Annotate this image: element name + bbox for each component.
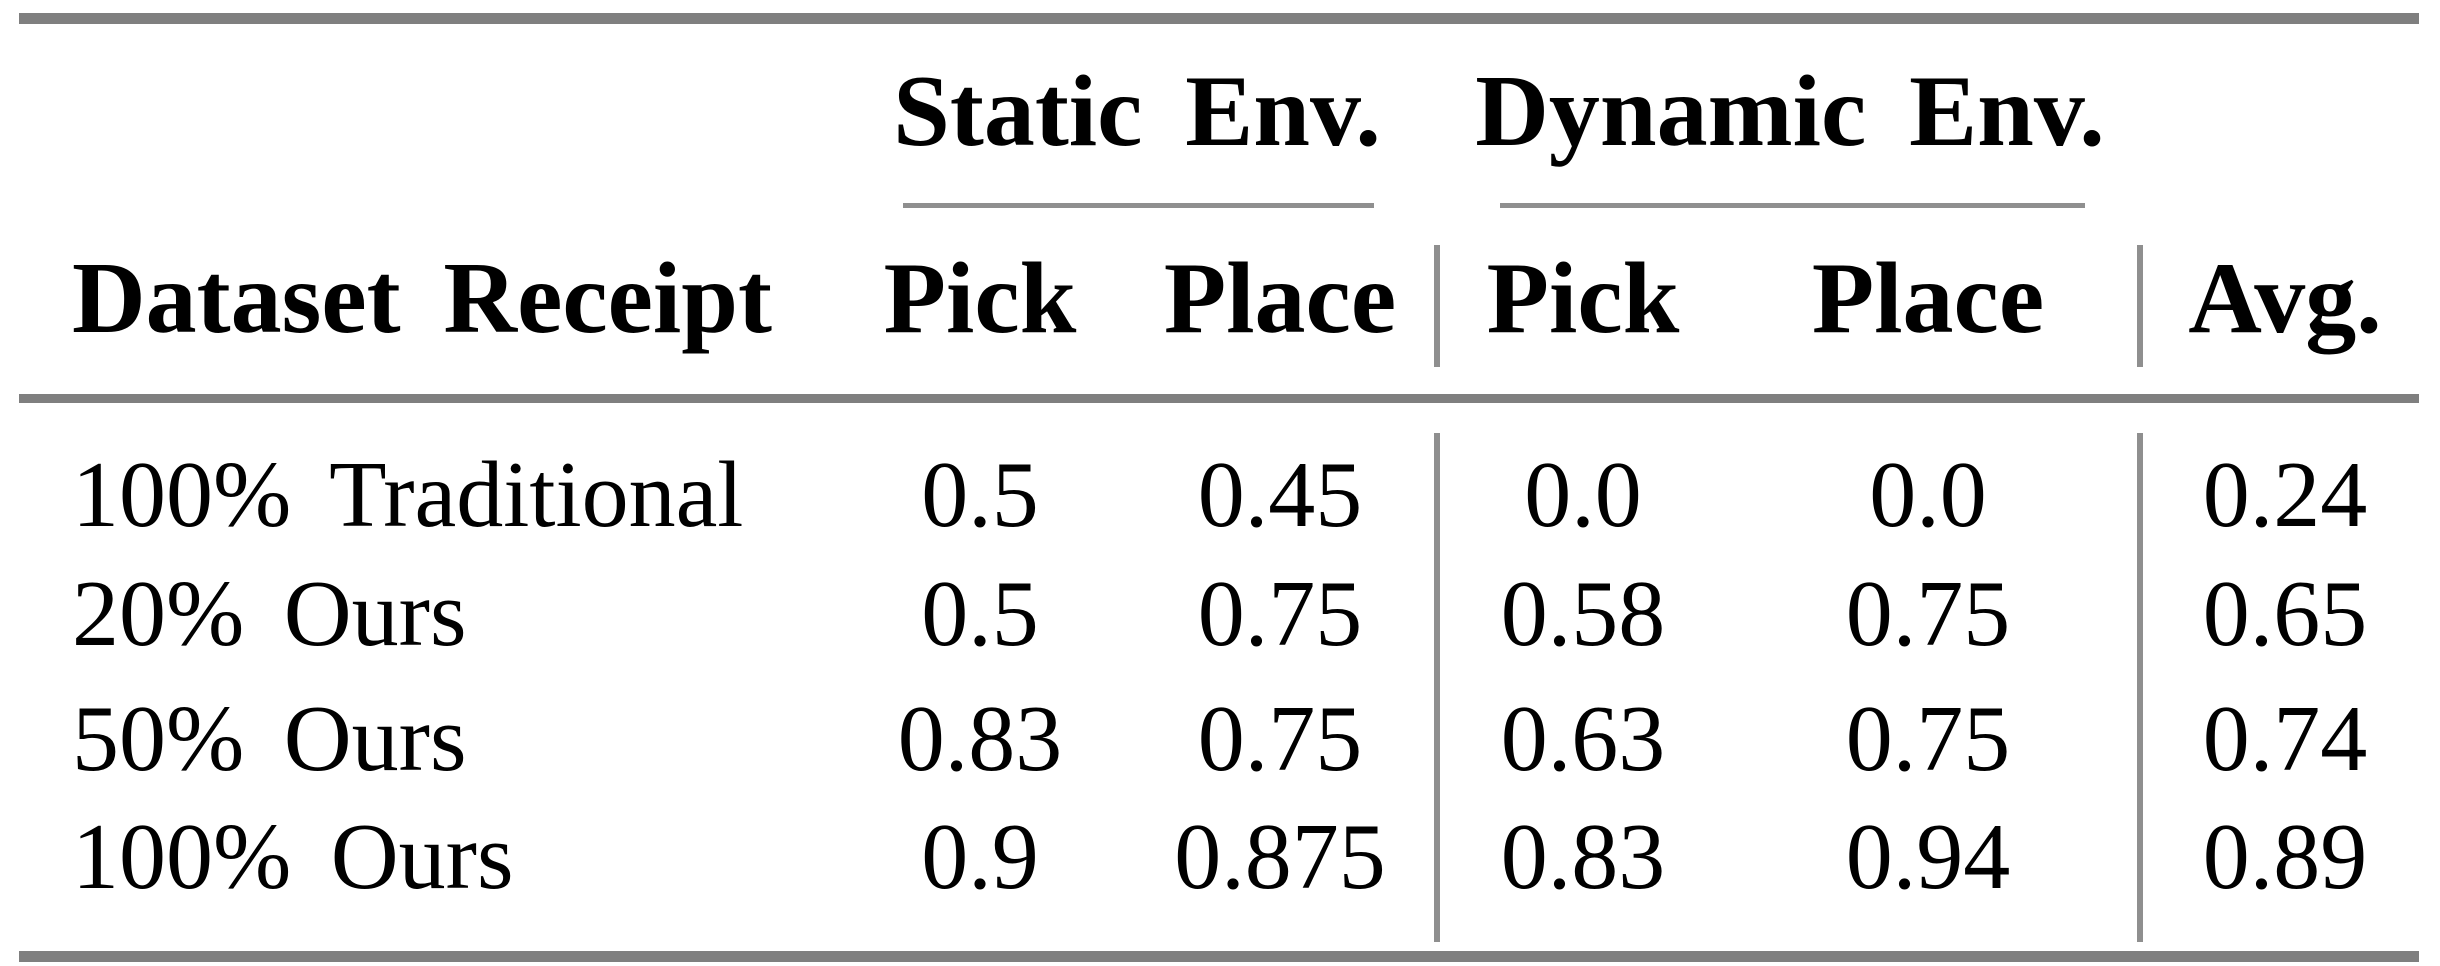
table-cell: 0.75: [1197, 687, 1363, 791]
table-cell: 0.83: [1500, 805, 1666, 909]
column-header-static-place: Place: [1163, 242, 1397, 355]
column-header-dynamic-place: Place: [1811, 242, 2045, 355]
column-header-static-pick: Pick: [883, 242, 1077, 355]
row-label: 100% Ours: [72, 805, 514, 909]
table-cell: 0.5: [921, 443, 1039, 547]
table-cell: 0.94: [1845, 805, 2011, 909]
vertical-rule-static-dynamic-body: [1434, 433, 1440, 942]
table-cell: 0.89: [2202, 805, 2368, 909]
group-header-dynamic-env: Dynamic Env.: [1475, 55, 2105, 168]
row-label: 50% Ours: [72, 687, 467, 791]
table-cell: 0.875: [1174, 805, 1386, 909]
table-cell: 0.45: [1197, 443, 1363, 547]
dynamic-env-cmidrule: [1500, 203, 2085, 208]
header-separator-rule: [19, 394, 2419, 403]
table-cell: 0.75: [1845, 687, 2011, 791]
table-cell: 0.58: [1500, 562, 1666, 666]
column-header-dataset-receipt: Dataset Receipt: [72, 242, 772, 355]
column-header-avg: Avg.: [2188, 242, 2382, 355]
vertical-rule-static-dynamic-header: [1434, 245, 1440, 367]
table-cell: 0.75: [1197, 562, 1363, 666]
table-cell: 0.5: [921, 562, 1039, 666]
static-env-cmidrule: [903, 203, 1374, 208]
table-cell: 0.24: [2202, 443, 2368, 547]
table-cell: 0.0: [1869, 443, 1987, 547]
row-label: 20% Ours: [72, 562, 467, 666]
column-header-dynamic-pick: Pick: [1486, 242, 1680, 355]
table-cell: 0.9: [921, 805, 1039, 909]
table-cell: 0.74: [2202, 687, 2368, 791]
table-cell: 0.83: [897, 687, 1063, 791]
table-cell: 0.0: [1524, 443, 1642, 547]
row-label: 100% Traditional: [72, 443, 744, 547]
vertical-rule-dynamic-avg-header: [2137, 245, 2143, 367]
vertical-rule-dynamic-avg-body: [2137, 433, 2143, 942]
group-header-static-env: Static Env.: [893, 55, 1381, 168]
table-cell: 0.65: [2202, 562, 2368, 666]
table-cell: 0.75: [1845, 562, 2011, 666]
top-rule: [19, 13, 2419, 24]
bottom-rule: [19, 951, 2419, 962]
table-cell: 0.63: [1500, 687, 1666, 791]
